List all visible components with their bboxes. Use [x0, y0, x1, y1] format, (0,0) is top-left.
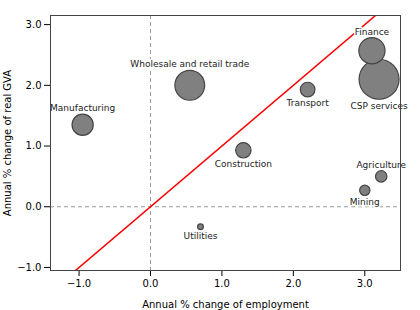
svg-text:3.0: 3.0 [357, 278, 373, 289]
svg-text:Utilities: Utilities [184, 231, 218, 241]
svg-text:Agriculture: Agriculture [356, 160, 406, 170]
svg-text:2.0: 2.0 [26, 80, 42, 91]
svg-text:1.0: 1.0 [214, 278, 230, 289]
svg-text:Annual % change of real GVA: Annual % change of real GVA [2, 70, 13, 216]
svg-text:Mining: Mining [350, 197, 380, 207]
svg-text:Manufacturing: Manufacturing [50, 103, 115, 113]
svg-text:2.0: 2.0 [285, 278, 301, 289]
svg-text:Wholesale and retail trade: Wholesale and retail trade [130, 59, 249, 69]
svg-text:Construction: Construction [215, 159, 272, 169]
svg-text:1.0: 1.0 [26, 140, 42, 151]
svg-text:Transport: Transport [286, 98, 330, 108]
svg-text:Annual % change of employment: Annual % change of employment [142, 299, 309, 310]
svg-text:CSP services: CSP services [350, 101, 408, 111]
svg-text:3.0: 3.0 [26, 19, 42, 30]
svg-text:Finance: Finance [355, 27, 390, 37]
svg-text:−1.0: −1.0 [17, 262, 41, 273]
svg-text:−1.0: −1.0 [67, 278, 91, 289]
svg-text:0.0: 0.0 [26, 201, 42, 212]
svg-text:0.0: 0.0 [143, 278, 159, 289]
